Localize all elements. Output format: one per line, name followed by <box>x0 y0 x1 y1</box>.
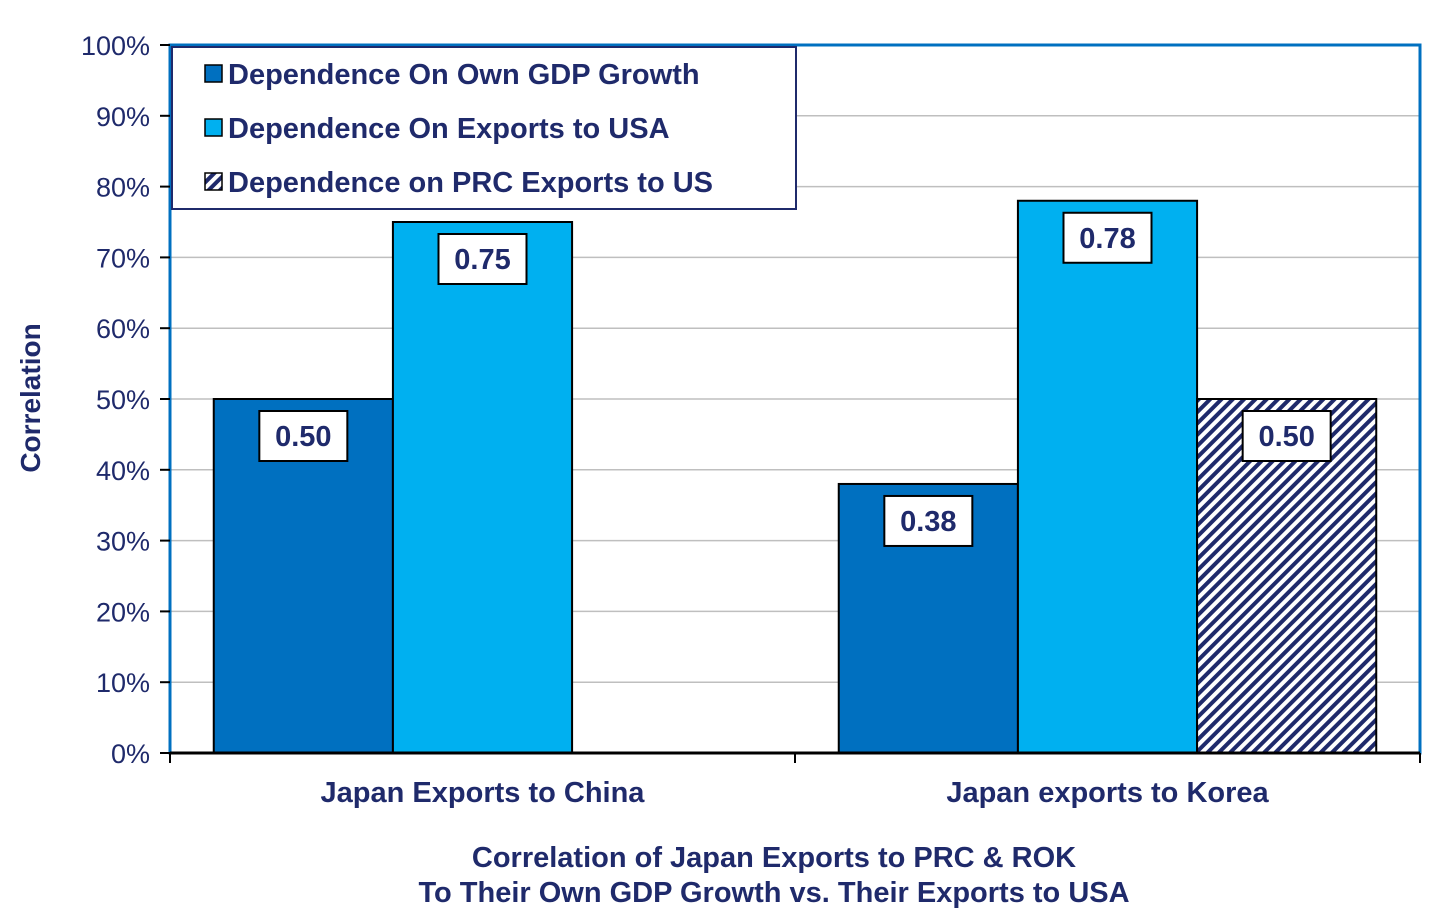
legend-label: Dependence on PRC Exports to US <box>228 167 713 199</box>
y-axis-label: Correlation <box>15 323 46 472</box>
data-label: 0.75 <box>454 244 510 276</box>
legend-swatch <box>204 64 223 83</box>
legend-label: Dependence On Own GDP Growth <box>228 59 700 91</box>
legend: Dependence On Own GDP Growth Dependence O… <box>171 46 797 210</box>
legend-label: Dependence On Exports to USA <box>228 113 670 145</box>
y-tick-label: 40% <box>96 456 150 486</box>
bar <box>1016 199 1199 754</box>
y-tick-label: 50% <box>96 385 150 415</box>
bars <box>212 199 1378 754</box>
data-label-box <box>883 494 974 547</box>
x-tick-label: Japan Exports to China <box>321 777 646 809</box>
x-axis-label-line-1: Correlation of Japan Exports to PRC & RO… <box>472 842 1076 874</box>
y-tick-label: 90% <box>96 102 150 132</box>
y-tick-label: 60% <box>96 314 150 344</box>
y-tick-label: 30% <box>96 527 150 557</box>
legend-swatch <box>204 118 223 137</box>
data-label: 0.78 <box>1079 223 1135 255</box>
y-tick-label: 0% <box>111 739 150 769</box>
legend-swatch <box>204 172 223 191</box>
x-axis-label-line-2: To Their Own GDP Growth vs. Their Export… <box>418 877 1129 909</box>
data-labels: 0.50 0.38 0.75 0.78 0.50 <box>258 211 1332 547</box>
axes: 0% 10% 20% 30% 40% 50% 60% 70% 80% 90% 100% Japan E… <box>81 31 1421 809</box>
y-tick-label: 80% <box>96 173 150 203</box>
data-label: 0.38 <box>900 506 956 538</box>
y-tick-label: 70% <box>96 243 150 273</box>
legend-box <box>171 46 797 210</box>
bar <box>391 221 574 754</box>
data-label-box <box>258 410 349 462</box>
data-label: 0.50 <box>275 421 331 453</box>
y-tick-label: 10% <box>96 668 150 698</box>
y-tick-label: 20% <box>96 597 150 627</box>
data-label-box <box>1062 211 1153 264</box>
data-label: 0.50 <box>1258 421 1314 453</box>
data-label-box <box>437 233 528 285</box>
y-tick-label: 100% <box>81 31 150 61</box>
data-label-box <box>1241 410 1332 462</box>
x-tick-label: Japan exports to Korea <box>946 777 1269 809</box>
